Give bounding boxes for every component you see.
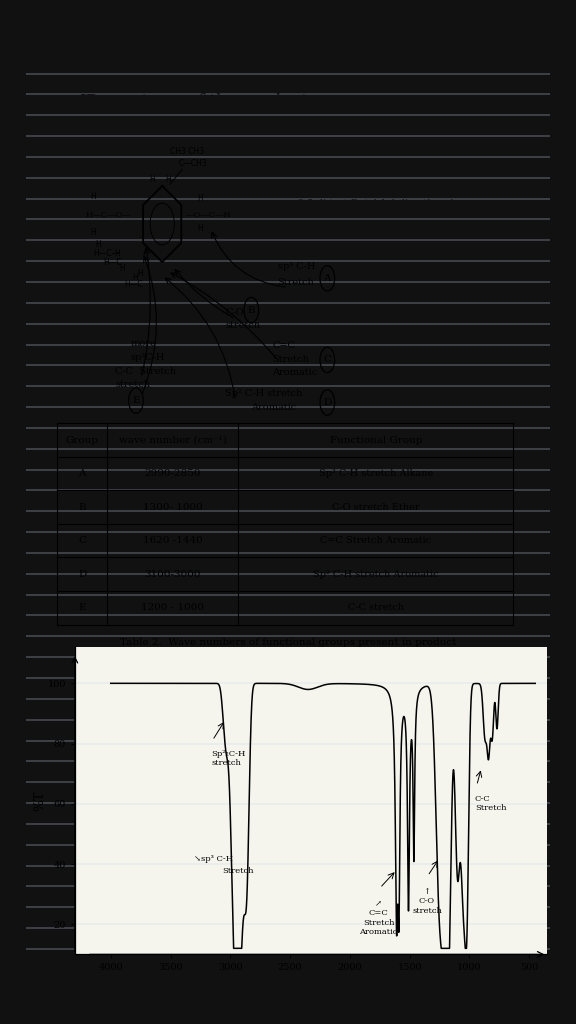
Text: A: A [324,273,331,283]
Text: Functional Group: Functional Group [329,435,422,444]
Text: A: A [78,469,86,478]
Text: B: B [248,305,255,314]
Text: H: H [149,175,155,184]
Text: CH3 CH3: CH3 CH3 [170,147,204,157]
Text: H: H [90,228,96,237]
Text: sp³ C-H: sp³ C-H [278,262,315,271]
Text: —O—C—H: —O—C—H [186,211,232,219]
Text: H—C—O—: H—C—O— [85,211,131,219]
Text: 2,5-di-tert-Butyl-1,4 dimethoxybenzene: 2,5-di-tert-Butyl-1,4 dimethoxybenzene [298,199,492,208]
Text: H: H [198,195,203,204]
Text: Sp²₂C-H
stretch: Sp²₂C-H stretch [211,750,245,767]
Text: D: D [323,398,331,407]
Text: ↑
C-O
stretch: ↑ C-O stretch [412,888,442,914]
Text: wave number (cm⁻¹): wave number (cm⁻¹) [119,435,226,444]
Text: H: H [198,224,203,233]
Text: 2990-2850: 2990-2850 [145,469,201,478]
Text: H—C—: H—C— [93,249,119,258]
Text: C—CH3: C—CH3 [179,159,208,168]
Text: IR spectrum of the product: IR spectrum of the product [78,93,307,111]
Text: Group: Group [66,435,98,444]
Text: C-O: C-O [225,307,244,316]
Text: C=C: C=C [272,341,295,350]
Text: H: H [119,264,125,273]
Text: H—C: H—C [124,281,143,290]
Text: C-C stretch: C-C stretch [348,603,404,612]
Text: H: H [90,191,96,201]
Text: H—C: H—C [104,258,122,267]
Text: C-O stretch Ether: C-O stretch Ether [332,503,419,512]
Text: 1300- 1000: 1300- 1000 [143,503,203,512]
Text: 3100-3000: 3100-3000 [145,569,201,579]
Text: C-C
Stretch: C-C Stretch [475,795,506,812]
Y-axis label: %T: %T [33,791,46,811]
Text: E: E [132,396,140,406]
Text: IR Spectrum Prediction for 2,5-di-tert-Butyl-1,4 dimethoxybenzene: IR Spectrum Prediction for 2,5-di-tert-B… [112,663,464,672]
Text: C: C [143,252,149,261]
Text: Sp³ C-H stretch Alkane: Sp³ C-H stretch Alkane [319,469,433,478]
Text: Stretch: Stretch [272,354,309,364]
Text: Stretch: Stretch [278,278,314,287]
Text: stretch: stretch [115,380,150,389]
Text: D: D [78,569,86,579]
Text: Aromatic: Aromatic [251,402,297,412]
Text: C: C [78,537,86,545]
Text: 1620 -1440: 1620 -1440 [143,537,203,545]
Text: sp³C-H: sp³C-H [131,353,165,361]
Text: H: H [132,273,138,283]
Text: 1200 - 1000: 1200 - 1000 [141,603,204,612]
Text: Stretch: Stretch [222,867,253,876]
Text: ↘sp³ C-H: ↘sp³ C-H [194,855,233,863]
Text: H: H [138,268,143,278]
Text: Sp² C-H stretch: Sp² C-H stretch [225,389,302,398]
Text: Table 2.  Wave numbers of functional groups present in product: Table 2. Wave numbers of functional grou… [120,638,456,647]
Text: H: H [114,249,120,258]
Text: Aromatic: Aromatic [272,369,317,377]
Text: more: more [131,339,157,348]
Text: H: H [165,175,170,184]
Text: stretch: stretch [225,322,260,330]
Text: ↗
C=C
Stretch
Aromatic: ↗ C=C Stretch Aromatic [359,900,398,936]
Text: H: H [96,240,101,249]
Text: Sp² C-H stretch Aromatic: Sp² C-H stretch Aromatic [313,569,438,579]
Text: E: E [78,603,86,612]
Text: C: C [323,355,331,365]
Text: C-C  Stretch: C-C Stretch [115,367,176,376]
Text: B: B [78,503,86,512]
Text: C=C Stretch Aromatic: C=C Stretch Aromatic [320,537,431,545]
